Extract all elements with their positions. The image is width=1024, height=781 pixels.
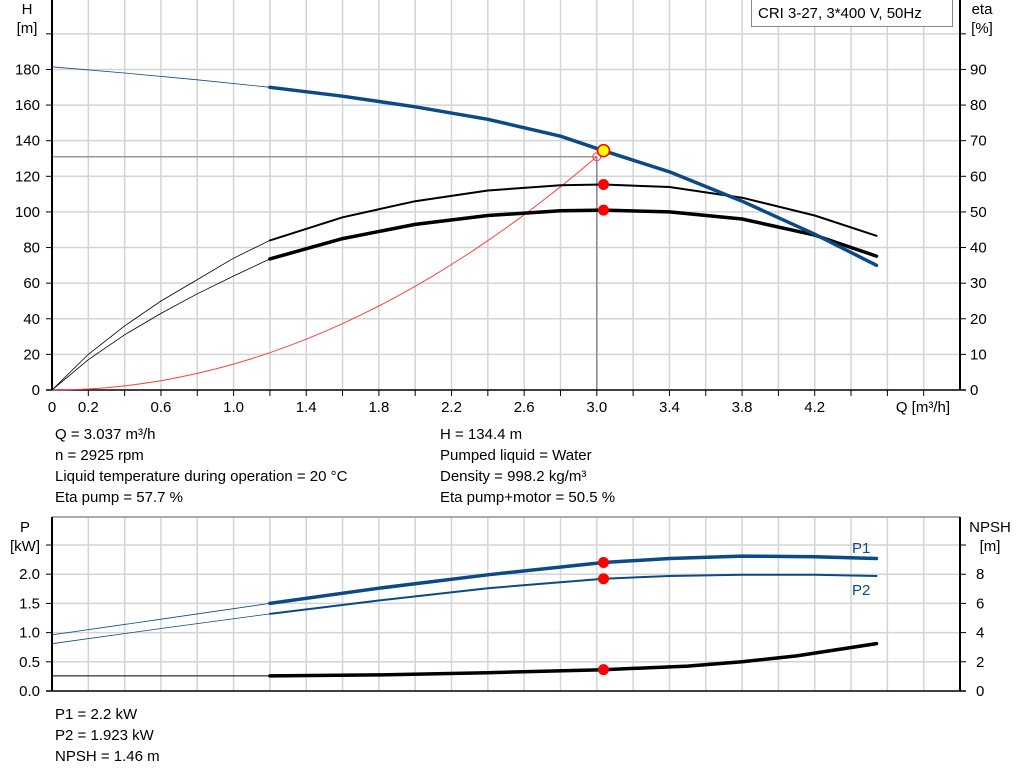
y2-tick-label: 4: [976, 625, 984, 642]
x-tick-label: 2.2: [441, 399, 462, 416]
y2-tick-label: 2: [976, 654, 984, 671]
info-npsh: NPSH = 1.46 m: [55, 748, 160, 765]
y2-tick-label: 20: [970, 311, 987, 328]
y-tick-label: 0.0: [19, 683, 40, 700]
head-curve: [268, 85, 879, 268]
info-left: Q = 3.037 m³/h n = 2925 rpm Liquid tempe…: [55, 424, 347, 508]
y2-tick-label: 6: [976, 595, 984, 612]
pump-legend: CRI 3-27, 3*400 V, 50Hz: [751, 0, 953, 27]
duty-point-marker: [596, 143, 611, 158]
p2-curve: [268, 573, 878, 615]
y-tick-label: 180: [15, 61, 40, 78]
y-tick-label: 80: [23, 240, 40, 257]
y2-axis-label: [m]: [980, 538, 1001, 555]
y-tick-label: 1.5: [19, 595, 40, 612]
y-axis-label: [m]: [17, 20, 38, 37]
info-eta-pump: Eta pump = 57.7 %: [55, 489, 183, 506]
y2-tick-label: 80: [970, 97, 987, 114]
x-tick-label: 1.4: [296, 399, 317, 416]
y-tick-label: 1.0: [19, 625, 40, 642]
npsh-marker: [598, 664, 610, 676]
x-tick-label: 0.6: [151, 399, 172, 416]
y-tick-label: 100: [15, 204, 40, 221]
y2-tick-label: 30: [970, 275, 987, 292]
y2-tick-label: 8: [976, 566, 984, 583]
x-tick-label: 3.4: [659, 399, 680, 416]
eta-pump-curve: [268, 183, 878, 242]
info-p2: P2 = 1.923 kW: [55, 727, 154, 744]
p2-curve-extrapolated: [51, 613, 270, 645]
p1-marker: [598, 557, 610, 569]
eta-pump-motor-curve: [268, 208, 879, 261]
x-tick-label: 0: [48, 399, 56, 416]
info-p1: P1 = 2.2 kW: [55, 706, 138, 723]
x-tick-label: 3.8: [732, 399, 753, 416]
x-tick-label: 0.2: [78, 399, 99, 416]
info-temperature: Liquid temperature during operation = 20…: [55, 468, 348, 485]
p2-marker: [598, 573, 610, 585]
y2-axis-label: eta: [972, 1, 994, 18]
y2-tick-label: 90: [970, 61, 987, 78]
y-tick-label: 0: [32, 382, 40, 399]
y-axis-label: [kW]: [10, 538, 40, 555]
info-liquid: Pumped liquid = Water: [440, 447, 592, 464]
eta-pump-marker: [598, 178, 610, 190]
x-axis-label: Q [m³/h]: [896, 399, 950, 416]
y-tick-label: 2.0: [19, 566, 40, 583]
info-density: Density = 998.2 kg/m³: [440, 468, 587, 485]
info-speed: n = 2925 rpm: [55, 447, 144, 464]
y-tick-label: 40: [23, 311, 40, 328]
npsh-curve: [268, 641, 879, 678]
y2-tick-label: 70: [970, 133, 987, 150]
y2-axis-label: [%]: [971, 20, 993, 37]
y2-tick-label: 0: [970, 382, 978, 399]
info-flow: Q = 3.037 m³/h: [55, 426, 156, 443]
p1-curve-extrapolated: [51, 603, 270, 636]
info-power: P1 = 2.2 kW P2 = 1.923 kW NPSH = 1.46 m: [55, 704, 160, 767]
x-tick-label: 1.8: [368, 399, 389, 416]
x-tick-label: 2.6: [514, 399, 535, 416]
p2-series-label: P2: [852, 582, 870, 599]
info-eta-pump-motor: Eta pump+motor = 50.5 %: [440, 489, 616, 506]
y-tick-label: 20: [23, 346, 40, 363]
y2-tick-label: 60: [970, 168, 987, 185]
eta-pump-motor-marker: [598, 204, 610, 216]
y2-tick-label: 50: [970, 204, 987, 221]
y2-tick-label: 10: [970, 346, 987, 363]
y-tick-label: 0.5: [19, 654, 40, 671]
eta-pump-motor-curve-extrapolated: [51, 258, 271, 391]
p1-series-label: P1: [852, 540, 870, 557]
y-axis-label: H: [22, 1, 33, 18]
info-right: H = 134.4 m Pumped liquid = Water Densit…: [440, 424, 615, 508]
system-curve: [51, 156, 598, 391]
y-tick-label: 140: [15, 133, 40, 150]
y-tick-label: 60: [23, 275, 40, 292]
y-axis-label: P: [20, 519, 30, 536]
y2-tick-label: 40: [970, 240, 987, 257]
x-tick-label: 1.0: [223, 399, 244, 416]
y-tick-label: 160: [15, 97, 40, 114]
y2-tick-label: 0: [976, 683, 984, 700]
y2-axis-label: NPSH: [969, 519, 1011, 536]
eta-pump-curve-extrapolated: [51, 240, 271, 391]
info-head: H = 134.4 m: [440, 426, 523, 443]
p1-curve: [268, 554, 879, 606]
x-tick-label: 4.2: [804, 399, 825, 416]
head-curve-extrapolated: [51, 66, 270, 88]
x-tick-label: 3.0: [586, 399, 607, 416]
y-tick-label: 120: [15, 168, 40, 185]
